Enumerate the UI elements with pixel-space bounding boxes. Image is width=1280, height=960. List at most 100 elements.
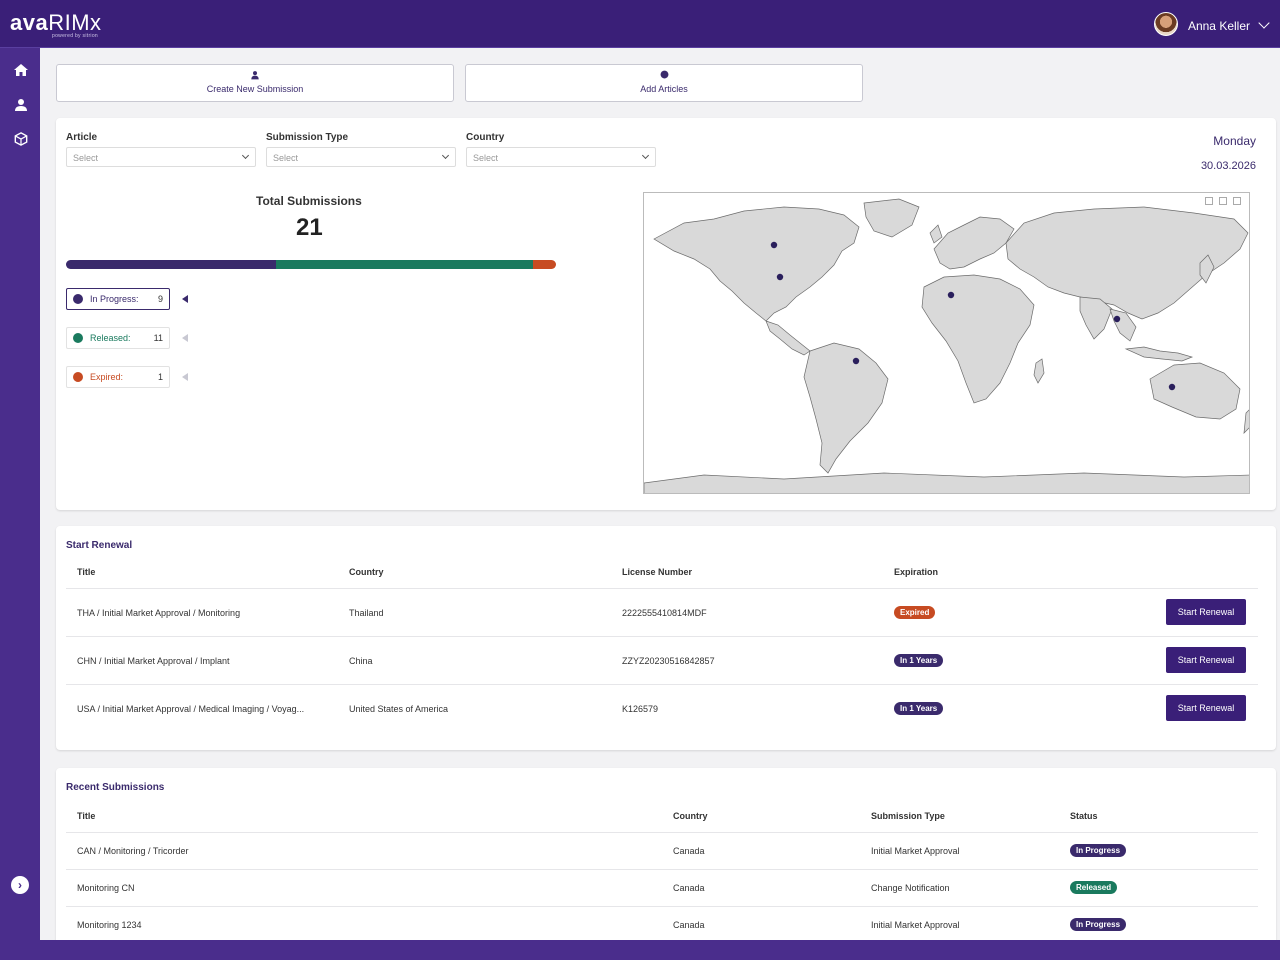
renewal-row-title: THA / Initial Market Approval / Monitori… xyxy=(77,608,241,618)
legend-expired[interactable]: Expired: 1 xyxy=(66,366,170,388)
avatar[interactable] xyxy=(1153,12,1178,36)
column-header-country[interactable]: Country xyxy=(673,811,708,821)
users-icon[interactable] xyxy=(12,97,30,115)
start-renewal-button[interactable]: Start Renewal xyxy=(1166,695,1246,721)
renewal-row-license: K126579 xyxy=(622,704,659,714)
chevron-down-icon xyxy=(441,151,450,160)
country-select[interactable]: Select xyxy=(466,147,656,167)
progress-segment-expired xyxy=(532,260,556,269)
recent-row-country: Canada xyxy=(673,846,705,856)
add-articles-button[interactable]: Add Articles xyxy=(465,64,863,102)
column-header-submission-type[interactable]: Submission Type xyxy=(871,811,945,821)
status-badge: Released xyxy=(1070,881,1118,894)
article-filter: Article Select xyxy=(66,132,256,167)
status-badge: In Progress xyxy=(1070,918,1127,931)
renewal-row-country: Thailand xyxy=(349,608,384,618)
legend-released[interactable]: Released: 11 xyxy=(66,327,170,349)
create-submission-label: Create New Submission xyxy=(206,84,304,94)
divider xyxy=(66,906,1258,907)
brand-tagline: powered by sitrion xyxy=(52,33,98,39)
start-renewal-button[interactable]: Start Renewal xyxy=(1166,599,1246,625)
recent-submissions-title: Recent Submissions xyxy=(66,782,165,793)
user-name: Anna Keller xyxy=(1187,19,1250,33)
recent-row-type: Change Notification xyxy=(871,883,950,893)
divider xyxy=(66,832,1258,833)
add-articles-label: Add Articles xyxy=(640,84,688,94)
cube-icon[interactable] xyxy=(12,132,30,150)
article-filter-label: Article xyxy=(66,132,98,143)
submission-type-filter-label: Submission Type xyxy=(266,132,349,143)
column-header-expiration[interactable]: Expiration xyxy=(894,567,939,577)
progress-segment-released xyxy=(276,260,533,269)
map-marker-thailand[interactable] xyxy=(1113,315,1121,323)
article-select-value: Select xyxy=(73,153,99,163)
overview-panel: Article Select Submission Type Select Co… xyxy=(56,118,1276,510)
progress-segment-in-progress xyxy=(66,260,276,269)
caret-left-icon[interactable] xyxy=(182,373,188,381)
recent-row-country: Canada xyxy=(673,883,705,893)
country-filter: Country Select xyxy=(466,132,656,167)
expiration-badge: In 1 Years xyxy=(894,654,944,667)
create-submission-button[interactable]: Create New Submission xyxy=(56,64,454,102)
recent-submissions-panel: Recent Submissions Title Country Submiss… xyxy=(56,768,1276,940)
country-select-value: Select xyxy=(473,153,499,163)
chevron-down-icon[interactable] xyxy=(1258,17,1270,29)
brand-logo[interactable]: avaRIMx powered by sitrion xyxy=(10,10,102,39)
renewal-row-license: 2222555410814MDF xyxy=(622,608,707,618)
legend-in-progress[interactable]: In Progress: 9 xyxy=(66,288,170,310)
legend-count: 9 xyxy=(157,294,163,304)
recent-row-title[interactable]: CAN / Monitoring / Tricorder xyxy=(77,846,189,856)
sidebar: › xyxy=(0,48,40,960)
map-zoom-icon[interactable] xyxy=(1205,197,1213,205)
user-plus-icon xyxy=(57,70,453,81)
chevron-down-icon xyxy=(641,151,650,160)
map-markers xyxy=(770,241,1176,391)
renewal-row-title: USA / Initial Market Approval / Medical … xyxy=(77,704,305,714)
world-map-shapes xyxy=(644,198,1249,493)
start-renewal-panel: Start Renewal Title Country License Numb… xyxy=(56,526,1276,750)
submission-type-select-value: Select xyxy=(273,153,299,163)
map-marker-usa[interactable] xyxy=(776,273,784,281)
status-badge: In Progress xyxy=(1070,844,1127,857)
column-header-license[interactable]: License Number xyxy=(622,567,693,577)
column-header-status[interactable]: Status xyxy=(1070,811,1098,821)
divider xyxy=(66,588,1258,589)
map-marker-brazil[interactable] xyxy=(852,357,860,365)
renewal-row-country: China xyxy=(349,656,373,666)
caret-left-icon[interactable] xyxy=(182,295,188,303)
map-marker-australia[interactable] xyxy=(1168,383,1176,391)
recent-row-type: Initial Market Approval xyxy=(871,846,960,856)
renewal-row-title: CHN / Initial Market Approval / Implant xyxy=(77,656,230,666)
column-header-title[interactable]: Title xyxy=(77,811,96,821)
divider xyxy=(66,869,1258,870)
user-menu[interactable]: Anna Keller xyxy=(1153,12,1270,36)
map-fit-icon[interactable] xyxy=(1219,197,1227,205)
legend-count: 1 xyxy=(157,372,163,382)
map-marker-algeria[interactable] xyxy=(947,291,955,299)
status-dot xyxy=(73,333,83,343)
bottom-bar xyxy=(0,940,1280,960)
divider xyxy=(66,684,1258,685)
total-submissions-count: 21 xyxy=(296,214,323,241)
map-close-icon[interactable] xyxy=(1233,197,1241,205)
expiration-badge: Expired xyxy=(894,606,936,619)
renewal-row-license: ZZYZ20230516842857 xyxy=(622,656,715,666)
recent-row-title[interactable]: Monitoring 1234 xyxy=(77,920,142,930)
recent-row-title[interactable]: Monitoring CN xyxy=(77,883,135,893)
submission-type-select[interactable]: Select xyxy=(266,147,456,167)
status-progress-bar xyxy=(66,260,556,269)
legend-label: In Progress: xyxy=(90,294,139,304)
main-content: Create New Submission Add Articles Artic… xyxy=(40,48,1280,940)
start-renewal-button[interactable]: Start Renewal xyxy=(1166,647,1246,673)
top-bar: avaRIMx powered by sitrion Anna Keller xyxy=(0,0,1280,48)
legend-count: 11 xyxy=(153,333,163,343)
caret-left-icon[interactable] xyxy=(182,334,188,342)
column-header-country[interactable]: Country xyxy=(349,567,384,577)
home-icon[interactable] xyxy=(12,62,30,80)
chevron-right-icon[interactable]: › xyxy=(11,876,29,894)
column-header-title[interactable]: Title xyxy=(77,567,96,577)
map-marker-canada[interactable] xyxy=(770,241,778,249)
brand-name-thin: RIMx xyxy=(48,10,102,35)
article-select[interactable]: Select xyxy=(66,147,256,167)
world-map[interactable] xyxy=(643,192,1250,494)
